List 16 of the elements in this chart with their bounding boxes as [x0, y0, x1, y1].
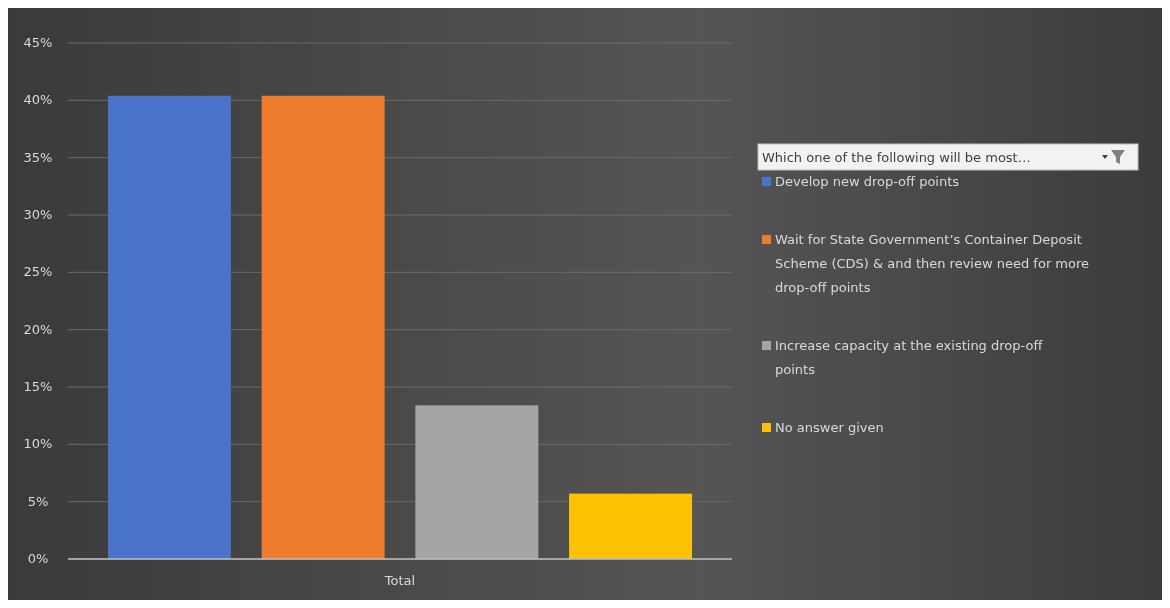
y-tick-label: 45% — [23, 35, 53, 50]
y-tick-label: 20% — [23, 321, 53, 337]
x-tick-label: Total — [383, 573, 416, 588]
y-tick-label: 0% — [27, 551, 49, 566]
legend-title: Which one of the following will be most… — [762, 150, 1031, 165]
y-tick-label: 25% — [23, 264, 53, 280]
y-tick-label: 35% — [23, 149, 53, 165]
legend-label: No answer given — [775, 420, 884, 435]
legend-label: Increase capacity at the existing drop-off points — [775, 338, 1044, 377]
y-tick-label: 15% — [23, 379, 53, 394]
legend-label: Develop new drop-off points — [775, 174, 960, 189]
y-tick-label: 40% — [23, 92, 53, 108]
y-tick-label: 5% — [27, 493, 49, 509]
legend-label: Wait for State Government’s Container Deposit Scheme (CDS) & and then review need for more drop-off points — [775, 232, 1090, 295]
y-tick-label: 10% — [23, 436, 53, 452]
y-tick-label: 30% — [23, 207, 53, 222]
